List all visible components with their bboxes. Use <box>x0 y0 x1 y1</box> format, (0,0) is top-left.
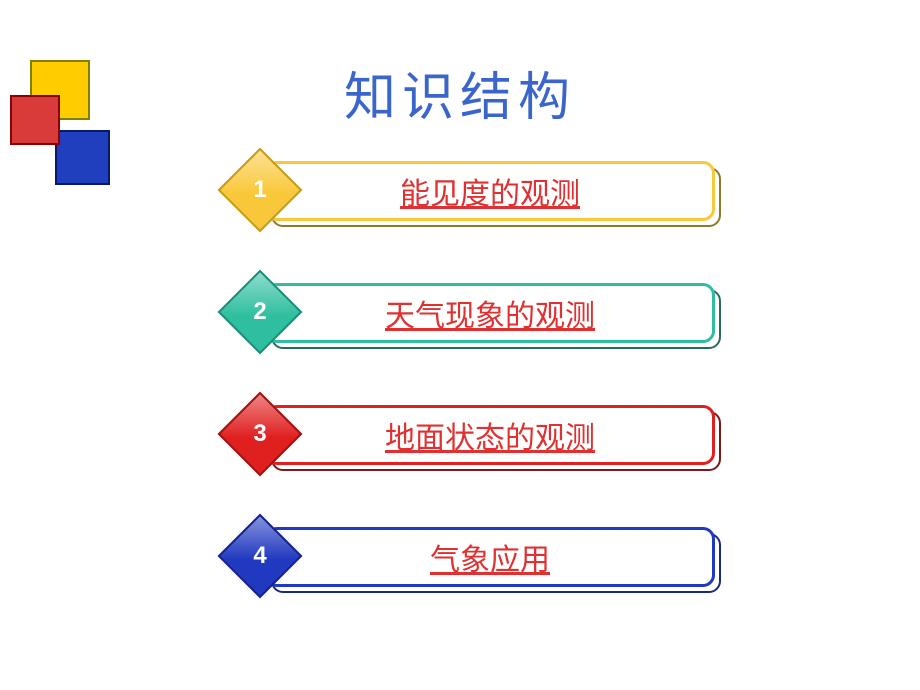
diamond-number: 1 <box>220 150 300 230</box>
item-bar: 气象应用 <box>265 527 715 587</box>
item-bar: 能见度的观测 <box>265 161 715 221</box>
diamond-marker: 3 <box>220 394 300 474</box>
list-item-1: 能见度的观测1 <box>220 155 720 235</box>
diamond-number: 2 <box>220 272 300 352</box>
item-list: 能见度的观测1天气现象的观测2地面状态的观测3气象应用4 <box>220 155 720 643</box>
item-bar: 天气现象的观测 <box>265 283 715 343</box>
item-label[interactable]: 气象应用 <box>430 535 550 579</box>
item-label[interactable]: 能见度的观测 <box>400 169 580 213</box>
list-item-2: 天气现象的观测2 <box>220 277 720 357</box>
item-bar: 地面状态的观测 <box>265 405 715 465</box>
diamond-marker: 4 <box>220 516 300 596</box>
diamond-number: 4 <box>220 516 300 596</box>
list-item-4: 气象应用4 <box>220 521 720 601</box>
diamond-marker: 2 <box>220 272 300 352</box>
deco-square-blue <box>55 130 110 185</box>
item-label[interactable]: 地面状态的观测 <box>385 413 595 457</box>
diamond-marker: 1 <box>220 150 300 230</box>
list-item-3: 地面状态的观测3 <box>220 399 720 479</box>
item-label[interactable]: 天气现象的观测 <box>385 291 595 335</box>
diamond-number: 3 <box>220 394 300 474</box>
page-title: 知识结构 <box>0 55 920 130</box>
